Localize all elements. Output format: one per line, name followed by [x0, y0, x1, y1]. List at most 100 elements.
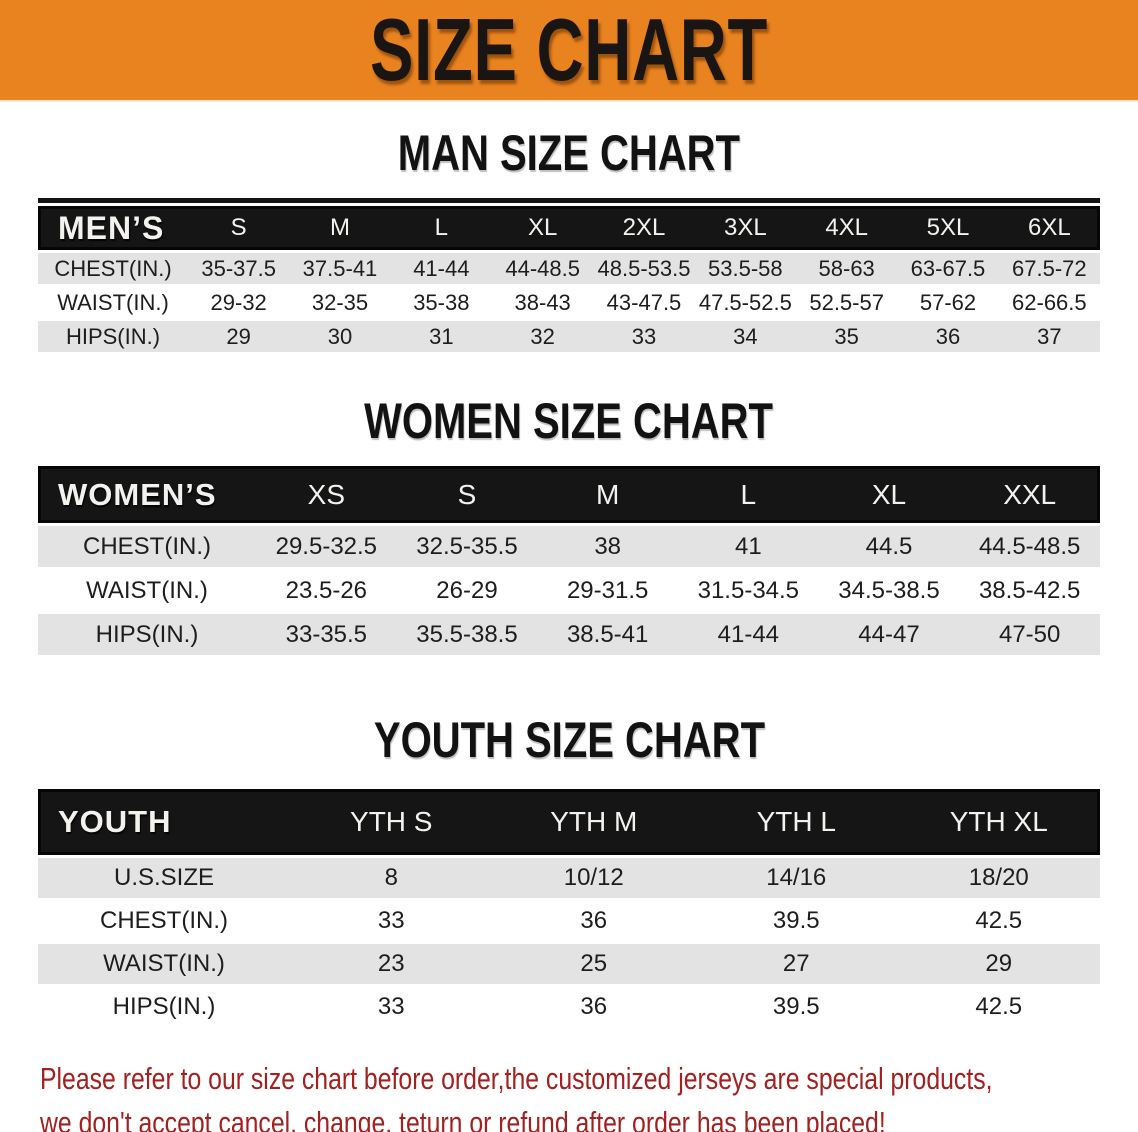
table-cell: 38.5-42.5 [978, 576, 1081, 604]
size-column-header: S [230, 214, 247, 241]
table-row: WAIST(IN.) 23.5-26 26-29 29-31.5 31.5-34.5 34… [38, 570, 1100, 611]
youth-size-table: YOUTH YTH S YTH M YTH L YTH XL U.S.SIZE 8 10/… [38, 789, 1100, 1027]
disclaimer-line-2: we don't accept cancel, change, teturn o… [40, 1105, 886, 1132]
women-corner-label: WOMEN’S [58, 476, 217, 512]
table-cell: 62-66.5 [1012, 289, 1087, 315]
table-cell: 36 [935, 323, 961, 349]
table-cell: 27 [782, 950, 810, 977]
table-cell: 29 [226, 323, 251, 349]
table-cell: 29.5-32.5 [275, 532, 378, 560]
table-cell: 42.5 [975, 993, 1023, 1020]
table-cell: 26-29 [436, 576, 498, 604]
table-cell: 58-63 [818, 255, 875, 281]
table-cell: 53.5-58 [708, 255, 783, 281]
table-cell: 36 [580, 993, 608, 1020]
table-row: HIPS(IN.) 29 30 31 32 33 34 35 36 37 [38, 321, 1100, 352]
men-size-table: MEN’S S M L XL 2XL 3XL 4XL 5XL 6XL CHEST(IN.) 35-… [38, 198, 1100, 352]
table-cell: 37 [1037, 323, 1062, 349]
table-cell: 41 [734, 532, 762, 560]
table-cell: 63-67.5 [910, 255, 986, 281]
men-corner-label: MEN’S [58, 209, 165, 246]
size-chart-banner: SIZE CHART [0, 0, 1138, 102]
table-cell: 35-38 [413, 289, 470, 315]
row-label: WAIST(IN.) [86, 576, 208, 604]
table-cell: 31.5-34.5 [697, 576, 800, 604]
men-section-heading: MAN SIZE CHART [397, 125, 741, 181]
table-cell: 39.5 [772, 907, 820, 934]
table-cell: 14/16 [766, 864, 827, 891]
size-column-header: 4XL [825, 214, 869, 241]
table-cell: 37.5-41 [302, 255, 378, 281]
table-row: U.S.SIZE 8 10/12 14/16 18/20 [38, 858, 1100, 898]
table-row: WAIST(IN.) 23 25 27 29 [38, 944, 1100, 984]
size-column-header: 2XL [622, 214, 666, 241]
row-label: CHEST(IN.) [100, 907, 228, 934]
table-row: CHEST(IN.) 33 36 39.5 42.5 [38, 901, 1100, 941]
table-row: HIPS(IN.) 33-35.5 35.5-38.5 38.5-41 41-44 44-… [38, 614, 1100, 655]
table-cell: 35 [834, 323, 859, 349]
table-cell: 57-62 [919, 289, 977, 315]
table-cell: 41-44 [717, 620, 780, 648]
table-cell: 29-31.5 [566, 576, 649, 604]
women-table-header-row: WOMEN’S XS S M L XL XXL [38, 466, 1100, 523]
table-cell: 44-47 [858, 620, 920, 648]
table-cell: 30 [327, 323, 353, 349]
size-column-header: L [740, 478, 757, 510]
disclaimer-line-1: Please refer to our size chart before or… [40, 1061, 993, 1096]
table-cell: 32.5-35.5 [416, 532, 518, 560]
row-label: CHEST(IN.) [83, 532, 211, 560]
table-cell: 52.5-57 [809, 289, 884, 315]
size-column-header: M [329, 214, 350, 241]
row-label: U.S.SIZE [113, 864, 215, 891]
row-label: CHEST(IN.) [54, 255, 172, 281]
table-cell: 32 [530, 323, 555, 349]
youth-section-heading: YOUTH SIZE CHART [373, 712, 765, 768]
table-row: WAIST(IN.) 29-32 32-35 35-38 38-43 43-47.5 47.… [38, 287, 1100, 318]
table-cell: 29 [985, 950, 1013, 977]
table-cell: 41-44 [413, 255, 470, 281]
disclaimer-text: Please refer to our size chart before or… [40, 1057, 1138, 1132]
table-cell: 29-32 [210, 289, 267, 315]
size-column-header: M [596, 478, 620, 510]
size-column-header: L [434, 214, 448, 241]
size-column-header: XXL [1003, 478, 1057, 510]
table-cell: 33 [377, 907, 405, 934]
table-cell: 39.5 [772, 993, 820, 1020]
table-cell: 67.5-72 [1012, 255, 1087, 281]
size-column-header: 6XL [1027, 214, 1071, 241]
row-label: HIPS(IN.) [112, 993, 216, 1020]
row-label: HIPS(IN.) [95, 620, 199, 648]
table-cell: 38-43 [514, 289, 571, 315]
table-cell: 34.5-38.5 [838, 576, 940, 604]
size-column-header: XL [527, 214, 558, 241]
size-column-header: S [457, 478, 477, 510]
men-table-header-row: MEN’S S M L XL 2XL 3XL 4XL 5XL 6XL [38, 206, 1100, 250]
table-cell: 43-47.5 [606, 289, 682, 315]
size-column-header: YTH L [756, 806, 836, 837]
row-label: WAIST(IN.) [57, 289, 169, 315]
table-cell: 36 [580, 907, 608, 934]
table-row: CHEST(IN.) 35-37.5 37.5-41 41-44 44-48.5 48.5… [38, 253, 1100, 284]
page-title: SIZE CHART [369, 0, 769, 99]
table-cell: 10/12 [563, 864, 624, 891]
table-cell: 31 [429, 323, 454, 349]
table-cell: 35-37.5 [201, 255, 276, 281]
size-column-header: YTH S [350, 806, 433, 837]
table-cell: 25 [580, 950, 608, 977]
table-cell: 32-35 [311, 289, 369, 315]
table-cell: 44.5-48.5 [978, 532, 1081, 560]
table-cell: 33-35.5 [285, 620, 368, 648]
table-cell: 42.5 [975, 907, 1023, 934]
table-cell: 48.5-53.5 [597, 255, 691, 281]
size-column-header: YTH XL [949, 806, 1048, 837]
women-size-table: WOMEN’S XS S M L XL XXL CHEST(IN.) 29.5-32.5 32… [38, 466, 1100, 655]
table-cell: 44.5 [865, 532, 913, 560]
table-cell: 35.5-38.5 [416, 620, 518, 648]
size-column-header: XS [307, 478, 345, 510]
table-row: HIPS(IN.) 33 36 39.5 42.5 [38, 987, 1100, 1027]
table-cell: 38.5-41 [566, 620, 649, 648]
table-cell: 23 [377, 950, 405, 977]
table-cell: 47.5-52.5 [698, 289, 792, 315]
row-label: HIPS(IN.) [65, 323, 161, 349]
table-cell: 23.5-26 [285, 576, 368, 604]
